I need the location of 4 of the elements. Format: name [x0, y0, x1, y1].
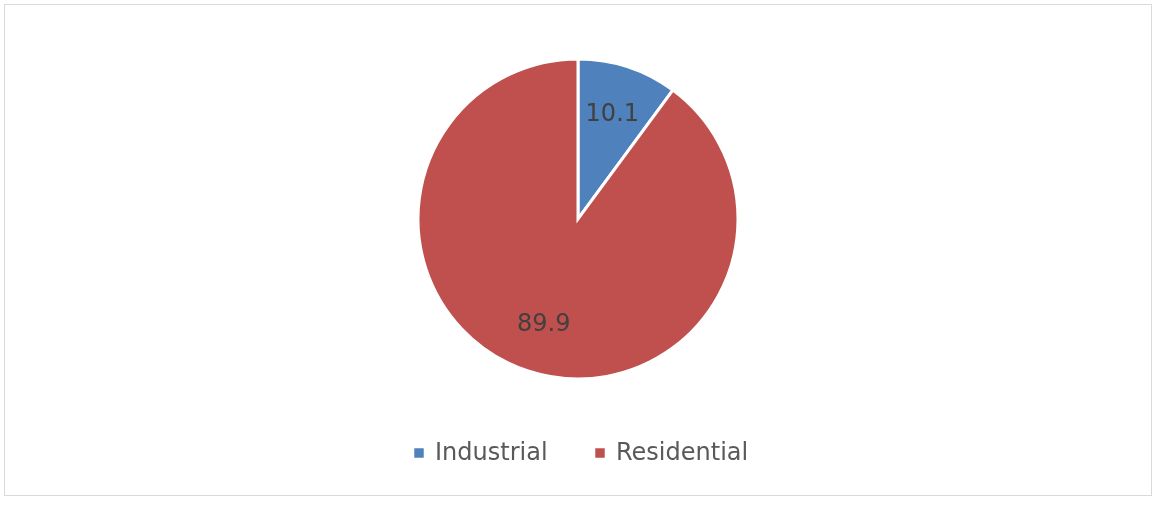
legend-label: Residential — [616, 438, 749, 466]
data-label: 10.1 — [585, 99, 640, 128]
legend-label: Industrial — [435, 438, 548, 466]
data-label: 89.9 — [516, 308, 571, 337]
